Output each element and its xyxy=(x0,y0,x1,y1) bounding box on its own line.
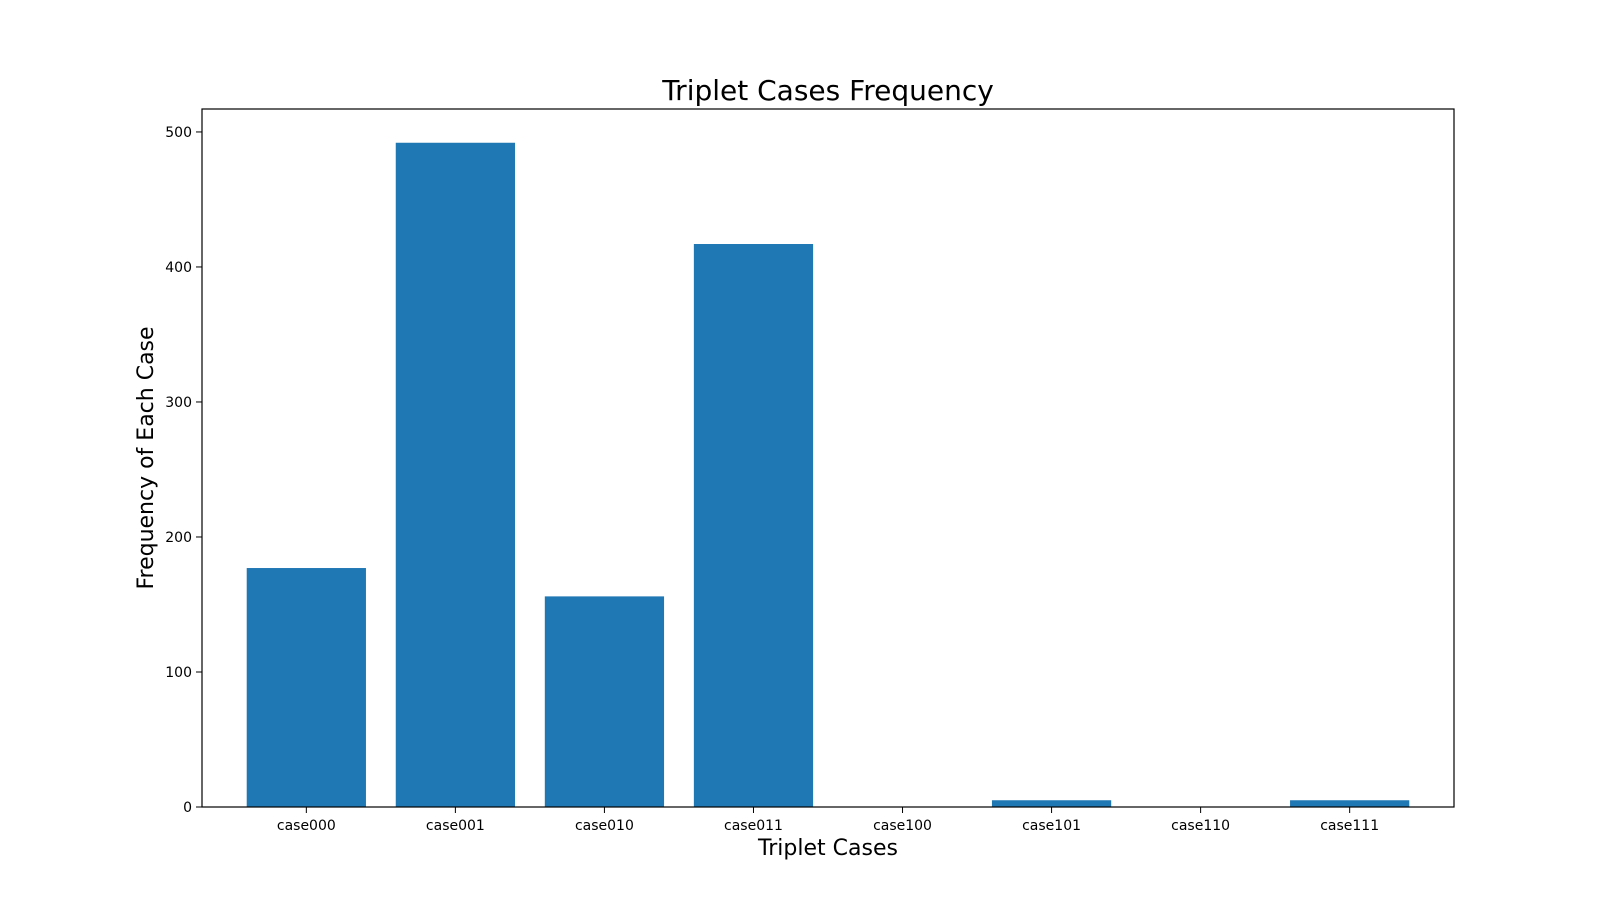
x-tick-label: case000 xyxy=(277,818,336,834)
y-tick-label: 300 xyxy=(165,395,192,411)
y-tick-label: 400 xyxy=(165,260,192,276)
x-tick-label: case110 xyxy=(1171,818,1230,834)
bar-case001 xyxy=(395,142,515,807)
y-tick-label: 0 xyxy=(183,800,192,816)
x-tick-label: case001 xyxy=(426,818,485,834)
y-tick-label: 100 xyxy=(165,665,192,681)
chart-title: Triplet Cases Frequency xyxy=(661,74,994,107)
bar-case011 xyxy=(693,244,814,808)
x-tick-label: case010 xyxy=(575,818,634,834)
x-tick-label: case100 xyxy=(873,818,932,834)
bars-group xyxy=(246,142,1410,808)
y-tick-label: 500 xyxy=(165,125,192,141)
x-axis-label: Triplet Cases xyxy=(757,836,898,861)
x-tick-label: case011 xyxy=(724,818,783,834)
plot-frame xyxy=(201,108,1455,808)
bar-case111 xyxy=(1290,800,1410,807)
bar-case000 xyxy=(246,568,366,807)
x-tick-label: case101 xyxy=(1022,818,1081,834)
bar-case101 xyxy=(991,800,1112,807)
bar-case010 xyxy=(544,596,665,807)
y-axis-label: Frequency of Each Case xyxy=(134,326,159,589)
x-tick-label: case111 xyxy=(1320,818,1379,834)
x-axis-ticks: case000 case001 case010 case011 case100 case1… xyxy=(277,807,1379,834)
y-tick-label: 200 xyxy=(165,530,192,546)
y-axis-ticks: 0 100 200 300 400 500 xyxy=(165,125,202,816)
